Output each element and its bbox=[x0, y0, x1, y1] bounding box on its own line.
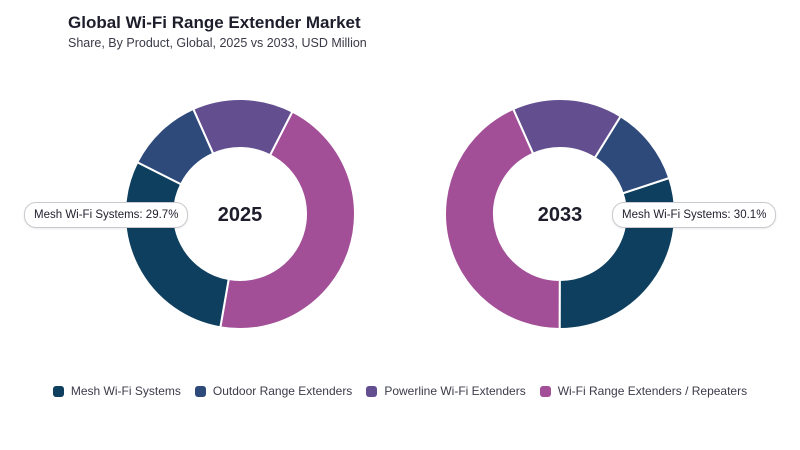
legend-swatch bbox=[52, 385, 64, 397]
donut-slice-2033-wi-fi-range-extenders-repeaters bbox=[444, 107, 561, 331]
legend-item: Outdoor Range Extenders bbox=[194, 384, 353, 398]
callout-2025-mesh: Mesh Wi-Fi Systems: 29.7% bbox=[24, 202, 189, 228]
donut-slice-2033-powerline-wi-fi-extenders bbox=[511, 98, 622, 160]
legend-item: Powerline Wi-Fi Extenders bbox=[366, 384, 526, 398]
legend-label: Outdoor Range Extenders bbox=[212, 384, 353, 398]
legend-item: Mesh Wi-Fi Systems bbox=[52, 384, 181, 398]
legend-item: Wi-Fi Range Extenders / Repeaters bbox=[539, 384, 748, 398]
donut-slice-2033-mesh-wi-fi-systems bbox=[558, 176, 676, 331]
chart-header: Global Wi-Fi Range Extender Market Share… bbox=[68, 12, 367, 50]
legend-label: Powerline Wi-Fi Extenders bbox=[384, 384, 526, 398]
chart-subtitle: Share, By Product, Global, 2025 vs 2033,… bbox=[68, 36, 367, 50]
chart-legend: Mesh Wi-Fi Systems Outdoor Range Extender… bbox=[0, 384, 800, 398]
donut-slice-2025-wi-fi-range-extenders-repeaters bbox=[219, 110, 356, 330]
legend-label: Wi-Fi Range Extenders / Repeaters bbox=[557, 384, 748, 398]
legend-swatch bbox=[194, 385, 206, 397]
legend-swatch bbox=[539, 385, 551, 397]
legend-label: Mesh Wi-Fi Systems bbox=[70, 384, 181, 398]
donut-center-label-2033: 2033 bbox=[538, 204, 583, 226]
callout-2033-mesh: Mesh Wi-Fi Systems: 30.1% bbox=[612, 202, 777, 228]
donut-slice-2025-outdoor-range-extenders bbox=[135, 107, 215, 186]
donut-slice-2025-mesh-wi-fi-systems bbox=[124, 160, 230, 329]
donut-center-label-2025: 2025 bbox=[218, 204, 263, 226]
chart-title: Global Wi-Fi Range Extender Market bbox=[68, 13, 361, 32]
legend-swatch bbox=[366, 385, 378, 397]
